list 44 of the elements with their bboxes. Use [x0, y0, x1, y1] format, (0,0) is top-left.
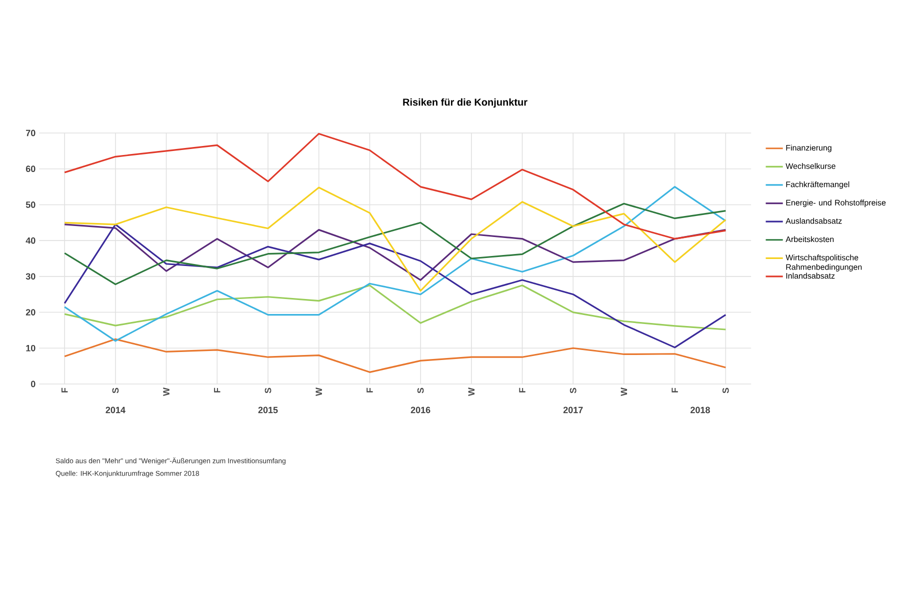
legend-label: Energie- und Rohstoffpreise: [786, 200, 886, 208]
legend-label: Arbeitskosten: [786, 236, 834, 242]
line-series: [64, 202, 726, 286]
text: 2018: [690, 406, 710, 414]
text: 2014: [106, 406, 126, 414]
x-tick-label: W: [620, 388, 628, 396]
x-tick-label: S: [264, 388, 272, 394]
line-series: [64, 224, 726, 348]
line-series: [64, 186, 726, 342]
y-tick-label: 20: [26, 309, 36, 316]
x-tick-label: S: [722, 388, 729, 394]
x-tick-label: F: [62, 388, 68, 392]
x-tick-label: W: [163, 388, 170, 396]
legend-label: Inlandsabsatz: [786, 272, 835, 279]
legend-label: Wirtschaftspolitische Rahmenbedingungen: [786, 254, 862, 272]
line-series: [64, 132, 726, 240]
legend-label: Auslandsabsatz: [786, 218, 842, 224]
x-tick-label: F: [672, 388, 678, 392]
text: 2017: [563, 406, 583, 414]
x-tick-label: F: [519, 388, 526, 392]
legend-label: Finanzierung: [786, 144, 832, 152]
y-tick-label: 10: [26, 344, 36, 352]
line-series: [64, 224, 726, 281]
y-tick-label: 50: [26, 202, 36, 208]
y-tick-label: 0: [31, 380, 36, 388]
x-tick-label: F: [366, 388, 373, 392]
x-tick-label: W: [316, 388, 322, 396]
text: 2015: [258, 406, 278, 414]
legend-label: Wechselkurse: [786, 163, 836, 169]
y-tick-label: 30: [26, 273, 36, 280]
line-series: [64, 284, 726, 330]
y-tick-label: 70: [26, 130, 36, 136]
line-series: [64, 338, 726, 373]
x-tick-label: W: [468, 388, 474, 396]
legend-label: Fachkräftemangel: [786, 181, 850, 189]
chart-title: Risiken für die Konjunktur: [403, 98, 528, 108]
y-tick-label: 60: [26, 166, 36, 172]
x-tick-label: S: [570, 388, 576, 394]
x-tick-label: F: [214, 388, 220, 392]
text: 2016: [410, 406, 430, 414]
y-tick-label: 40: [26, 237, 36, 244]
x-tick-label: S: [112, 388, 119, 394]
x-tick-label: S: [417, 388, 424, 394]
line-series: [64, 186, 726, 292]
